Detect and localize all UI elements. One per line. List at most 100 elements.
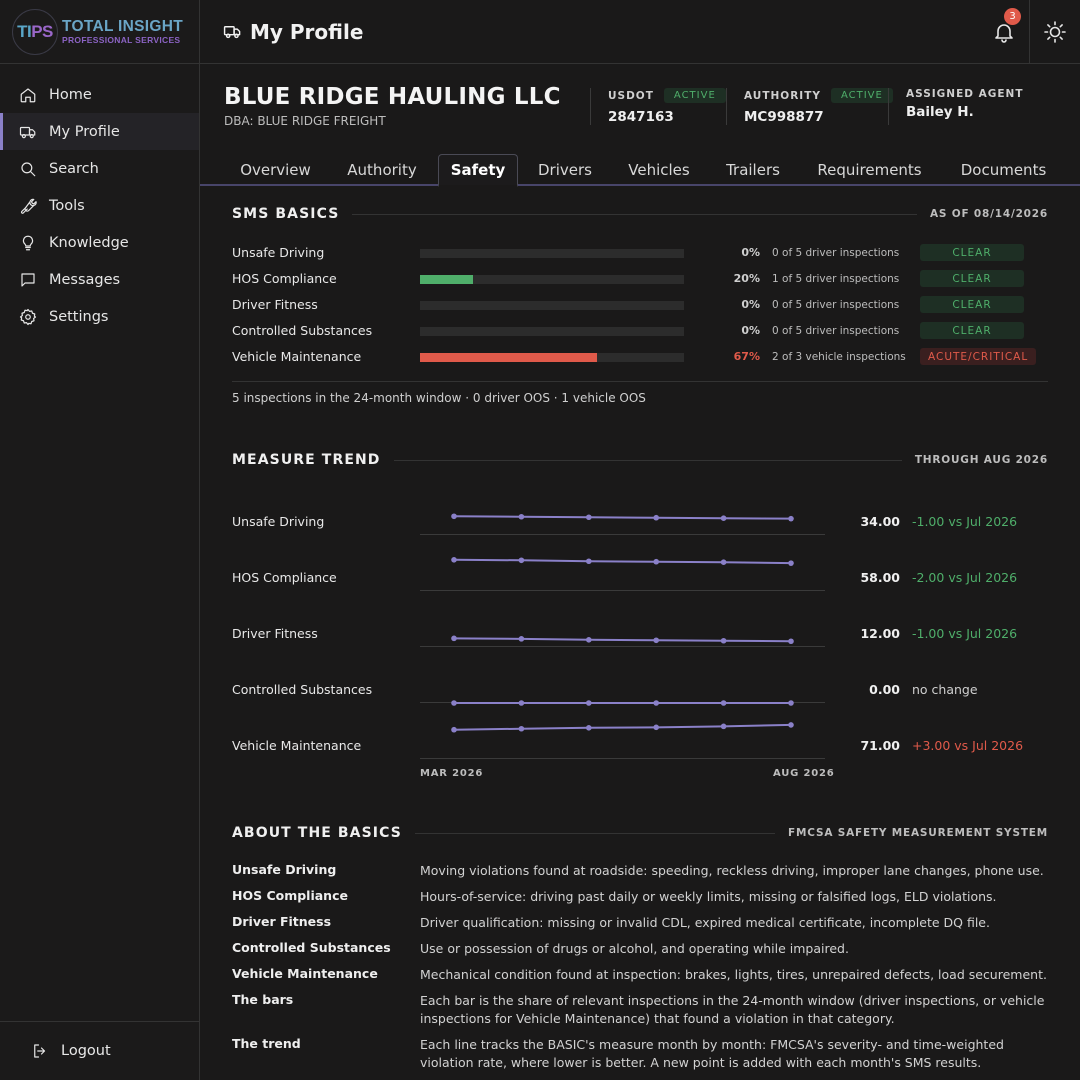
message-icon: [19, 271, 37, 289]
trend-label: Controlled Substances: [232, 682, 373, 697]
gear-icon: [19, 308, 37, 326]
about-definition: Hours-of-service: driving past daily or …: [420, 889, 997, 904]
basic-label: Vehicle Maintenance: [232, 349, 362, 364]
basic-percent: 67%: [733, 350, 760, 363]
inspection-summary: 5 inspections in the 24-month window · 0…: [232, 391, 646, 405]
usdot-value: 2847163: [608, 109, 674, 125]
sidebar-nav: Home My Profile Search Tools Knowledge M…: [0, 76, 199, 335]
basic-bar-track: [420, 327, 684, 336]
notifications-button[interactable]: 3: [979, 0, 1030, 64]
basic-inspections: 0 of 5 driver inspections: [772, 247, 900, 259]
sidebar-item-settings[interactable]: Settings: [0, 298, 199, 335]
sidebar-item-tools[interactable]: Tools: [0, 187, 199, 224]
sidebar-item-label: My Profile: [49, 123, 120, 140]
series-line-hos-compliance: [453, 558, 792, 565]
brand-name: TOTAL INSIGHT: [62, 17, 184, 35]
tab-authority[interactable]: Authority: [347, 161, 417, 179]
basic-inspections: 1 of 5 driver inspections: [772, 273, 900, 285]
theme-toggle-button[interactable]: [1030, 0, 1080, 64]
tab-drivers[interactable]: Drivers: [538, 161, 592, 179]
sidebar: TI PS TOTAL INSIGHT PROFESSIONAL SERVICES…: [0, 0, 200, 1080]
about-definition: Each line tracks the BASIC's measure mon…: [420, 1037, 1004, 1070]
section-rule: [414, 832, 776, 834]
data-point: [720, 700, 727, 706]
data-point: [653, 637, 659, 644]
sidebar-item-search[interactable]: Search: [0, 150, 199, 187]
data-point: [653, 700, 659, 706]
truck-icon: [19, 123, 37, 141]
authority-value: MC998877: [744, 109, 824, 125]
trend-value: 71.00: [860, 738, 900, 753]
company-name: BLUE RIDGE HAULING LLC: [224, 84, 561, 110]
series-line-vehicle-maintenance: [453, 723, 792, 731]
tab-overview[interactable]: Overview: [240, 161, 311, 179]
data-point: [518, 557, 525, 564]
data-point: [653, 558, 659, 565]
data-point: [518, 636, 525, 642]
data-point: [653, 514, 659, 521]
sidebar-item-my-profile[interactable]: My Profile: [0, 113, 199, 150]
x-axis-start-label: MAR 2026: [420, 768, 484, 779]
basic-bar-track: [420, 275, 684, 284]
logout-button[interactable]: Logout: [0, 1021, 199, 1080]
trend-row: Vehicle Maintenance 71.00 +3.00 vs Jul 2…: [232, 712, 1048, 768]
trend-value: 0.00: [869, 682, 900, 697]
divider: [232, 381, 1048, 382]
basic-row: HOS Compliance 20% 1 of 5 driver inspect…: [232, 266, 1048, 292]
tab-safety[interactable]: Safety: [438, 154, 518, 187]
section-rule: [352, 213, 917, 215]
basic-bar-fill: [420, 353, 597, 362]
trend-change: -2.00 vs Jul 2026: [912, 570, 1018, 585]
brand-logo[interactable]: TI PS TOTAL INSIGHT PROFESSIONAL SERVICES: [0, 0, 199, 64]
about-definition: Driver qualification: missing or invalid…: [420, 915, 990, 930]
basic-percent: 0%: [741, 298, 760, 311]
usdot-status-badge: ACTIVE: [663, 88, 726, 103]
logo-mark: TI PS: [12, 8, 58, 55]
basic-percent: 0%: [741, 324, 760, 337]
trend-label: HOS Compliance: [232, 570, 337, 585]
authority-block: AUTHORITY ACTIVE MC998877: [726, 88, 893, 125]
basic-inspections: 0 of 5 driver inspections: [772, 325, 900, 337]
data-point: [788, 700, 794, 706]
trend-change: no change: [912, 682, 978, 697]
sidebar-item-home[interactable]: Home: [0, 76, 199, 113]
data-point: [518, 513, 525, 520]
as-of-date: AS OF 08/14/2026: [929, 208, 1048, 220]
section-title: ABOUT THE BASICS: [232, 825, 402, 841]
sidebar-item-knowledge[interactable]: Knowledge: [0, 224, 199, 261]
basic-bar-track: [420, 249, 684, 258]
status-badge: ACUTE/CRITICAL: [920, 348, 1037, 365]
basic-inspections: 2 of 3 vehicle inspections: [772, 351, 906, 363]
status-badge: CLEAR: [920, 270, 1024, 287]
status-badge: CLEAR: [920, 322, 1024, 339]
basic-bar-track: [420, 353, 684, 362]
data-point: [788, 515, 794, 522]
data-point: [720, 559, 727, 565]
about-source: FMCSA SAFETY MEASUREMENT SYSTEM: [788, 827, 1048, 839]
sidebar-item-label: Tools: [49, 197, 85, 214]
x-axis-end-label: AUG 2026: [773, 768, 835, 779]
page-title-text: My Profile: [250, 19, 364, 44]
through-date: THROUGH AUG 2026: [914, 454, 1048, 466]
tab-vehicles[interactable]: Vehicles: [628, 161, 690, 179]
tab-requirements[interactable]: Requirements: [817, 161, 922, 179]
sidebar-item-messages[interactable]: Messages: [0, 261, 199, 298]
wrench-icon: [19, 197, 37, 215]
data-point: [788, 638, 794, 645]
trend-value: 12.00: [860, 626, 900, 641]
measure-trend-header: MEASURE TREND THROUGH AUG 2026: [232, 450, 1048, 470]
tab-documents[interactable]: Documents: [960, 161, 1047, 179]
about-definition: Mechanical condition found at inspection…: [420, 967, 1047, 982]
data-point: [586, 637, 592, 643]
about-term: Unsafe Driving: [232, 862, 337, 877]
about-definition: Moving violations found at roadside: spe…: [420, 863, 1044, 878]
basic-row: Driver Fitness 0% 0 of 5 driver inspecti…: [232, 292, 1048, 318]
basic-label: Controlled Substances: [232, 323, 373, 338]
basic-percent: 0%: [741, 246, 760, 259]
sidebar-item-label: Settings: [49, 308, 109, 325]
tab-trailers[interactable]: Trailers: [726, 161, 780, 179]
company-dba: DBA: BLUE RIDGE FREIGHT: [224, 114, 386, 128]
data-point: [586, 514, 592, 521]
data-point: [788, 560, 794, 566]
